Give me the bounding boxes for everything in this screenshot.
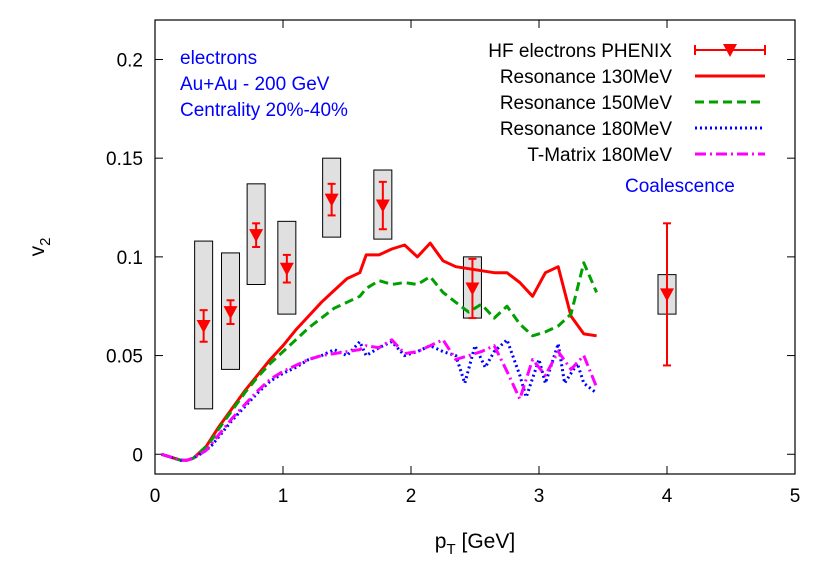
x-tick-label: 2 <box>406 486 417 507</box>
y-tick-label: 0.2 <box>117 50 143 71</box>
plot-border <box>154 19 796 475</box>
annotation-electrons: electrons <box>180 48 257 69</box>
legend-label-resonance-150mev: Resonance 150MeV <box>500 93 672 114</box>
x-tick-label: 3 <box>534 486 545 507</box>
data-point <box>223 306 238 320</box>
data-point <box>660 288 674 302</box>
legend-label-hf-electrons-phenix: HF electrons PHENIX <box>488 41 672 62</box>
axis-ticks: 0 1 2 3 4 5 0 0.05 0.1 0.15 0.2 <box>106 20 800 507</box>
y-axis-label: v2 <box>26 238 54 257</box>
annotation-au-au-200-gev: Au+Au - 200 GeV <box>180 74 330 95</box>
data-point <box>375 199 390 213</box>
x-axis-label: pT [GeV] <box>435 530 515 558</box>
annotation-centrality-20-40: Centrality 20%-40% <box>180 100 348 121</box>
legend-swatch-marker <box>723 44 737 57</box>
data-point <box>465 282 480 296</box>
data-points <box>196 180 674 367</box>
y-tick-label: 0.1 <box>117 248 143 269</box>
x-tick-label: 4 <box>662 486 673 507</box>
x-tick-label: 1 <box>278 486 289 507</box>
data-point <box>279 262 294 276</box>
legend-label-resonance-130mev: Resonance 130MeV <box>500 67 672 88</box>
annotations: electrons Au+Au - 200 GeV Centrality 20%-4… <box>180 48 735 197</box>
annotation-coalescence: Coalescence <box>625 176 735 197</box>
series-line-resonance-150mev <box>160 261 598 462</box>
plot-frame <box>154 19 796 475</box>
x-tick-label: 5 <box>790 486 801 507</box>
axis-labels: pT [GeV] v2 <box>26 238 515 558</box>
legend: HF electrons PHENIX Resonance 130MeV Reson… <box>488 41 766 166</box>
model-curves <box>160 241 598 462</box>
y-tick-label: 0.15 <box>106 149 143 170</box>
y-tick-label: 0.05 <box>106 347 143 368</box>
legend-label-resonance-180mev: Resonance 180MeV <box>500 119 672 140</box>
y-tick-label: 0 <box>132 445 143 466</box>
series-line-t-matrix-180mev <box>160 338 598 462</box>
data-point <box>324 193 339 207</box>
legend-label-t-matrix-180mev: T-Matrix 180MeV <box>527 145 672 166</box>
data-point <box>196 319 211 333</box>
x-tick-label: 0 <box>150 486 161 507</box>
data-point <box>249 229 264 243</box>
